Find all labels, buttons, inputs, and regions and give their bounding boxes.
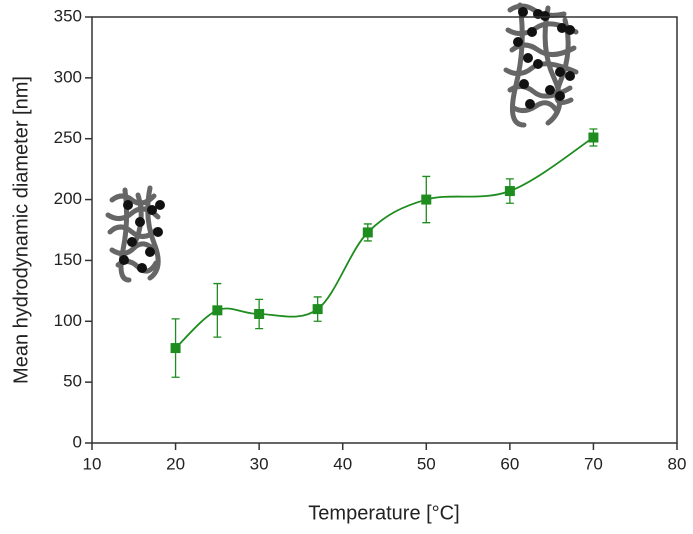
y-tick-label: 100 — [54, 311, 82, 330]
y-tick-label: 150 — [54, 250, 82, 269]
x-axis-title: Temperature [°C] — [308, 502, 459, 524]
x-tick-label: 70 — [584, 454, 603, 473]
data-point — [312, 304, 323, 315]
x-tick-label: 10 — [83, 454, 102, 473]
y-tick-label: 300 — [54, 67, 82, 86]
data-point — [421, 194, 432, 205]
x-tick-label: 60 — [500, 454, 519, 473]
y-tick-label: 350 — [54, 6, 82, 25]
y-axis-title: Mean hydrodynamic diameter [nm] — [10, 76, 32, 384]
fit-curve — [174, 136, 594, 349]
x-tick-label: 50 — [417, 454, 436, 473]
data-point — [254, 308, 265, 319]
x-tick-label: 30 — [250, 454, 269, 473]
x-tick-label: 20 — [166, 454, 185, 473]
x-tick-label: 40 — [333, 454, 352, 473]
data-point — [170, 343, 181, 354]
data-point — [362, 227, 373, 238]
data-point — [588, 132, 599, 143]
cluster-large — [503, 2, 579, 128]
y-tick-label: 0 — [73, 432, 82, 451]
plot-frame — [91, 16, 678, 444]
cluster-small — [105, 185, 165, 283]
y-tick-label: 250 — [54, 128, 82, 147]
y-tick-label: 200 — [54, 189, 82, 208]
x-tick-label: 80 — [668, 454, 687, 473]
y-tick-label: 50 — [63, 372, 82, 391]
data-point — [504, 186, 515, 197]
data-point — [212, 305, 223, 316]
